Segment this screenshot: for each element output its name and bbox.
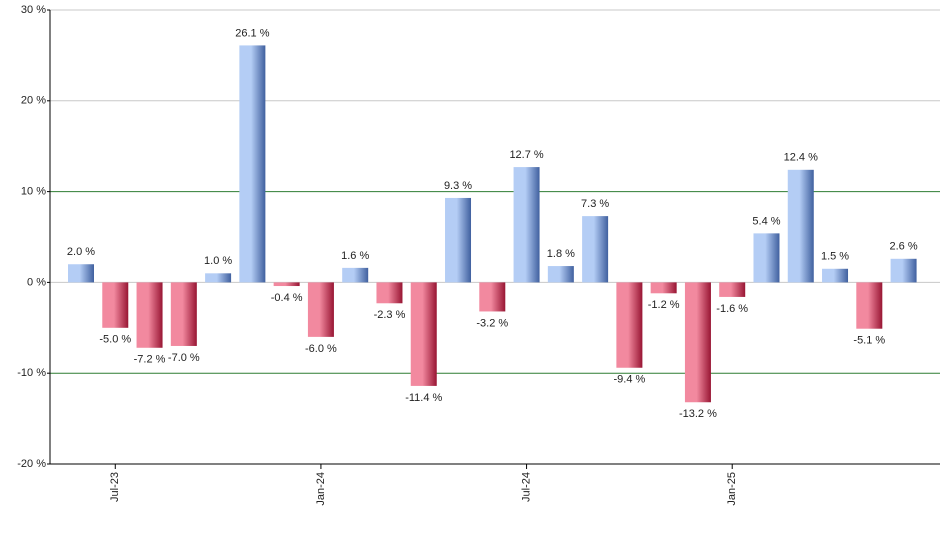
- y-tick-label: -20 %: [17, 458, 46, 470]
- y-tick-label: 20 %: [21, 95, 46, 107]
- data-label: 1.0 %: [204, 255, 232, 267]
- bar: [513, 167, 540, 283]
- data-label: -0.4 %: [271, 292, 303, 304]
- data-label: 2.6 %: [890, 241, 918, 253]
- data-label: 12.4 %: [784, 152, 818, 164]
- data-label: 26.1 %: [235, 27, 269, 39]
- bar: [547, 266, 574, 283]
- bar: [890, 258, 917, 283]
- y-tick-label: -10 %: [17, 367, 46, 379]
- x-tick-label: Jul-23: [109, 472, 121, 502]
- bar: [822, 268, 849, 283]
- bar: [479, 282, 506, 312]
- data-label: -3.2 %: [476, 317, 508, 329]
- bar: [445, 197, 472, 283]
- data-label: -7.0 %: [168, 352, 200, 364]
- data-label: -11.4 %: [405, 392, 442, 404]
- data-label: 9.3 %: [444, 180, 472, 192]
- bar: [616, 282, 643, 368]
- data-label: 12.7 %: [509, 149, 543, 161]
- data-label: 7.3 %: [581, 198, 609, 210]
- data-label: 1.5 %: [821, 251, 849, 263]
- bar: [582, 216, 609, 283]
- bar: [102, 282, 129, 328]
- bar: [650, 282, 677, 294]
- data-label: -1.2 %: [648, 299, 680, 311]
- y-tick-label: 0 %: [27, 276, 46, 288]
- bar: [856, 282, 883, 329]
- bar: [342, 267, 369, 283]
- bar: [376, 282, 403, 304]
- bar: [684, 282, 711, 403]
- data-label: -6.0 %: [305, 343, 337, 355]
- data-label: 5.4 %: [752, 215, 780, 227]
- data-label: -7.2 %: [134, 354, 166, 366]
- bar: [273, 282, 300, 287]
- bar: [205, 273, 232, 283]
- y-tick-label: 30 %: [21, 4, 46, 16]
- bar: [719, 282, 746, 297]
- bar: [136, 282, 163, 348]
- bar: [787, 169, 814, 283]
- data-label: -2.3 %: [374, 309, 406, 321]
- data-label: 1.8 %: [547, 248, 575, 260]
- bar: [239, 45, 266, 283]
- bar: [410, 282, 437, 386]
- bar: [170, 282, 197, 346]
- x-tick-label: Jul-24: [520, 472, 532, 502]
- x-tick-label: Jan-25: [726, 472, 738, 506]
- data-label: -13.2 %: [679, 408, 717, 420]
- x-tick-label: Jan-24: [315, 472, 327, 506]
- data-label: 2.0 %: [67, 246, 95, 258]
- data-label: -5.1 %: [853, 335, 885, 347]
- bar: [753, 233, 780, 283]
- data-label: -1.6 %: [716, 303, 748, 315]
- data-label: -9.4 %: [613, 374, 645, 386]
- data-label: -5.0 %: [99, 334, 131, 346]
- data-label: 1.6 %: [341, 250, 369, 262]
- bar: [68, 264, 94, 283]
- bar: [307, 282, 334, 337]
- y-tick-label: 10 %: [21, 186, 46, 198]
